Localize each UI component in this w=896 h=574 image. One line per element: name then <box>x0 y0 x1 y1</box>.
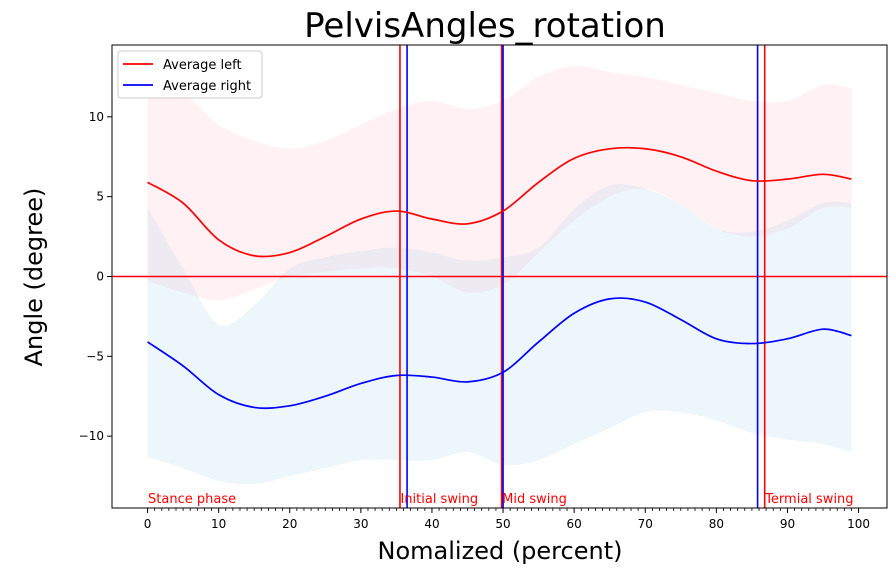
y-tick-label: −5 <box>86 349 104 363</box>
x-tick-label: 60 <box>567 517 582 531</box>
phase-label-2: Mid swing <box>502 492 567 507</box>
x-tick-label: 70 <box>638 517 653 531</box>
legend-label-1: Average right <box>163 79 251 94</box>
x-tick-label: 80 <box>709 517 724 531</box>
legend-label-0: Average left <box>163 58 242 73</box>
series-line-average-right <box>147 297 852 410</box>
plot-area: Stance phase Initial swing Mid swing Termia… <box>79 44 888 531</box>
y-tick-label: 0 <box>96 270 104 284</box>
x-tick-label: 100 <box>847 517 870 531</box>
phase-label-1: Initial swing <box>400 492 478 507</box>
chart-title: PelvisAngles_rotation <box>304 6 666 46</box>
plot-clip-group: Stance phase Initial swing Mid swing Termia… <box>112 45 887 508</box>
legend-box <box>117 50 263 99</box>
y-tick-label: 10 <box>89 110 104 124</box>
x-axis-title: Nomalized (percent) <box>378 537 623 565</box>
std-band-left <box>147 65 852 301</box>
std-band-right <box>147 184 852 485</box>
x-tick-label: 30 <box>353 517 368 531</box>
y-axis-title: Angle (degree) <box>20 188 48 367</box>
y-tick-label: 5 <box>96 190 104 204</box>
x-tick-label: 10 <box>211 517 226 531</box>
phase-label-0: Stance phase <box>148 492 236 507</box>
x-tick-label: 0 <box>144 517 152 531</box>
x-tick-label: 50 <box>495 517 510 531</box>
x-tick-label: 90 <box>780 517 795 531</box>
phase-label-3: Termial swing <box>764 492 853 507</box>
series-line-average-left <box>147 146 852 258</box>
legend: Average left Average right <box>117 50 263 99</box>
y-tick-label: −10 <box>79 429 104 443</box>
x-tick-label: 40 <box>424 517 439 531</box>
x-tick-label: 20 <box>282 517 297 531</box>
